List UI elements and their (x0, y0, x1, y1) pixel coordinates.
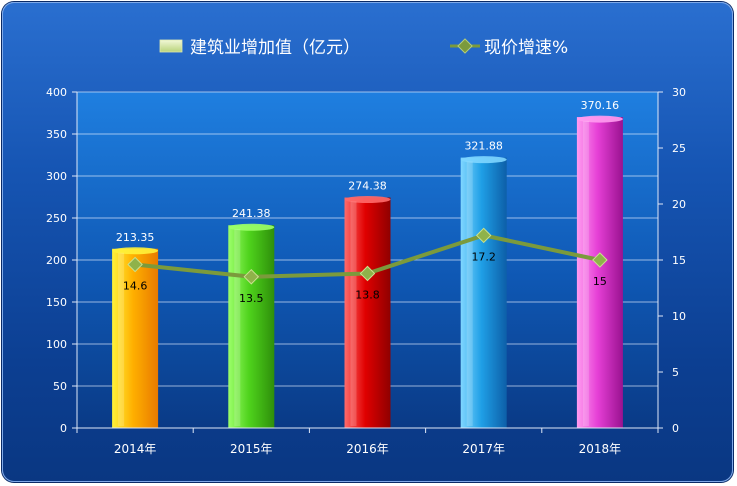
y-right-tick-label: 30 (672, 86, 686, 99)
bar (112, 248, 159, 428)
bar-highlight (234, 229, 241, 426)
y-left-tick-label: 300 (46, 170, 67, 183)
legend-item-line[interactable]: 现价增速% (450, 38, 568, 58)
bar (460, 157, 507, 429)
bar-highlight (582, 121, 589, 426)
y-left-tick-label: 250 (46, 212, 67, 225)
y-left-tick-label: 350 (46, 128, 67, 141)
legend-label-line: 现价增速% (484, 38, 568, 58)
bar-series (112, 115, 623, 429)
y-left-tick-label: 150 (46, 296, 67, 309)
line-point-marker (243, 269, 260, 285)
bar-highlight (350, 201, 357, 426)
bar-top-cap (112, 247, 159, 255)
line-point-marker (127, 256, 143, 273)
y-right-tick-label: 25 (672, 142, 686, 155)
x-tick-label: 2016年 (346, 442, 389, 456)
y-right-tick-label: 10 (672, 310, 686, 323)
y-right-tick-label: 0 (672, 422, 679, 435)
line-data-label: 14.6 (123, 279, 148, 292)
combo-chart: 建筑业增加值（亿元） 现价增速% 05010015020025030035040… (46, 38, 686, 456)
bar-highlight (118, 252, 125, 426)
bar-top-cap (228, 223, 275, 231)
y-axis-left: 0 50 100 150 200 250 300 350 400 (46, 86, 78, 435)
bar-data-label: 321.88 (464, 140, 503, 153)
legend-swatch-marker (457, 38, 473, 54)
line-point-marker (359, 265, 376, 282)
line-point-marker (592, 252, 608, 268)
x-tick-label: 2017年 (462, 442, 505, 456)
bar-data-label: 213.35 (116, 231, 155, 244)
chart-frame: 建筑业增加值（亿元） 现价增速% 0 50 100 150 200 250 300 350 40… (2, 2, 733, 482)
legend-item-bars[interactable]: 建筑业增加值（亿元） (159, 38, 360, 58)
y-left-tick-label: 50 (53, 380, 67, 393)
line-series: 14.6 13.5 13.8 17.2 15 (123, 227, 608, 305)
y-left-tick-label: 200 (46, 254, 67, 267)
x-tick-label: 2015年 (230, 442, 273, 456)
line-point-marker (475, 227, 492, 244)
bar (228, 225, 275, 428)
bar-data-label: 241.38 (232, 207, 271, 220)
bar (576, 117, 623, 428)
x-tick-label: 2018年 (579, 442, 622, 456)
bar (344, 197, 391, 428)
y-left-tick-label: 100 (46, 338, 67, 351)
bar-highlight (466, 161, 473, 427)
legend: 建筑业增加值（亿元） 现价增速% (159, 38, 568, 58)
x-axis: 2014年 2015年 2016年 2017年 2018年 (76, 427, 659, 456)
y-left-tick-label: 0 (60, 422, 67, 435)
y-right-tick-label: 5 (672, 366, 679, 379)
y-axis-right: 0 5 10 15 20 25 30 (657, 86, 686, 435)
bar-top-cap (344, 196, 391, 204)
legend-swatch-bars (159, 39, 183, 53)
bar-data-labels: 213.35 241.38 274.38 321.88 370.16 (116, 99, 619, 244)
bar-data-label: 370.16 (581, 99, 620, 112)
y-left-tick-label: 400 (46, 86, 67, 99)
line-data-label: 15 (593, 275, 607, 288)
x-tick-label: 2014年 (114, 442, 157, 456)
bar-top-cap (460, 156, 507, 164)
line-data-label: 13.8 (355, 288, 380, 301)
bar-data-label: 274.38 (348, 180, 387, 193)
bar-top-cap (576, 115, 623, 123)
line-data-label: 17.2 (471, 250, 496, 263)
y-right-tick-label: 20 (672, 198, 686, 211)
legend-label-bars: 建筑业增加值（亿元） (190, 38, 360, 58)
line-data-label: 13.5 (239, 292, 264, 305)
y-right-tick-label: 15 (672, 254, 686, 267)
